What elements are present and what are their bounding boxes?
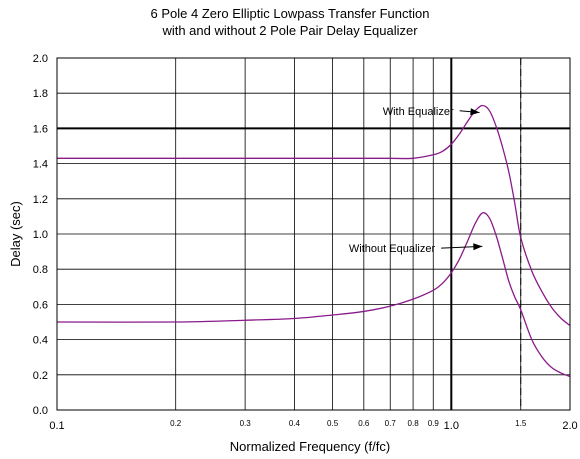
- y-tick-label-5: 1.0: [33, 229, 48, 241]
- series-line-with: [57, 104, 571, 327]
- x-tick-label-10: 1.5: [515, 419, 527, 428]
- x-tick-label-3: 0.4: [289, 419, 301, 428]
- x-tick-label-11: 2.0: [562, 420, 577, 432]
- reference-lines-layer: [57, 58, 570, 410]
- y-tick-label-10: 2.0: [33, 53, 48, 65]
- y-tick-label-4: 0.8: [33, 264, 48, 276]
- annotation-arrowhead-0: [470, 108, 480, 116]
- chart-title-line-2: with and without 2 Pole Pair Delay Equal…: [162, 23, 418, 38]
- x-tick-label-9: 1.0: [444, 420, 459, 432]
- x-axis-label: Normalized Frequency (f/fc): [230, 439, 390, 454]
- y-tick-label-9: 1.8: [33, 88, 48, 100]
- annotation-arrowhead-1: [473, 243, 483, 251]
- x-tick-label-6: 0.7: [385, 419, 397, 428]
- grid-layer: [56, 57, 571, 411]
- x-tick-label-4: 0.5: [327, 419, 339, 428]
- y-tick-label-2: 0.4: [33, 335, 48, 347]
- y-tick-label-7: 1.4: [33, 159, 48, 171]
- series-layer: [56, 104, 571, 378]
- y-tick-label-3: 0.6: [33, 299, 48, 311]
- x-tick-labels: 0.1 0.2 0.3 0.4 0.5 0.6 0.7 0.8 0.9 1.0 1.5 2.0: [49, 419, 577, 432]
- annotations-layer: With Equalizer Without Equalizer: [349, 106, 483, 255]
- series-line-without: [56, 212, 571, 378]
- x-tick-label-5: 0.6: [358, 419, 370, 428]
- y-tick-label-6: 1.2: [33, 194, 48, 206]
- annotation-label-0: With Equalizer: [383, 106, 454, 118]
- plot-frame: [56, 57, 571, 411]
- x-tick-label-0: 0.1: [49, 420, 64, 432]
- y-tick-label-8: 1.6: [33, 123, 48, 135]
- y-tick-label-0: 0.0: [33, 405, 48, 417]
- y-axis-label: Delay (sec): [8, 201, 23, 267]
- x-tick-label-7: 0.8: [408, 419, 420, 428]
- y-tick-label-1: 0.2: [33, 370, 48, 382]
- y-tick-labels: 0.0 0.2 0.4 0.6 0.8 1.0 1.2 1.4 1.6 1.8 2.0: [33, 53, 48, 417]
- x-tick-label-1: 0.2: [170, 419, 182, 428]
- x-tick-label-8: 0.9: [428, 419, 440, 428]
- annotation-label-1: Without Equalizer: [349, 243, 436, 255]
- chart-title-line-1: 6 Pole 4 Zero Elliptic Lowpass Transfer …: [150, 6, 430, 21]
- x-tick-label-2: 0.3: [240, 419, 252, 428]
